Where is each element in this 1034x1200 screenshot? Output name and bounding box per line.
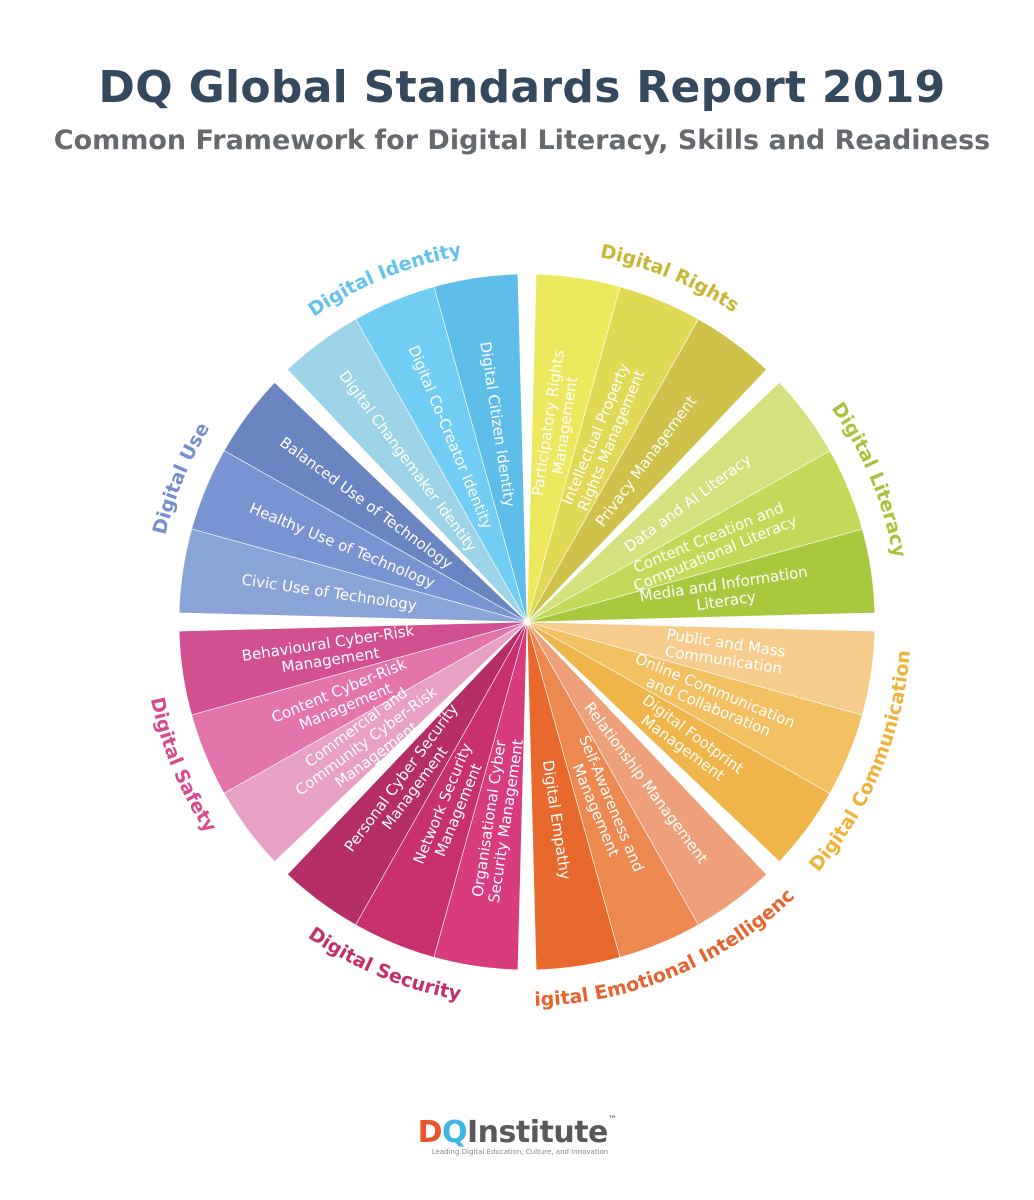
segment-commercial-and-community-cyber-risk-management — [223, 621, 528, 862]
segment-public-and-mass-communication — [526, 621, 876, 716]
logo-trademark: ™ — [607, 1115, 617, 1125]
logo-d: D — [417, 1115, 443, 1150]
page-title: DQ Global Standards Report 2019 — [98, 62, 946, 113]
segment-label: Participatory RightsManagement — [528, 349, 584, 500]
dq-institute-logo: DQInstitute™ Leading Digital Education, … — [0, 1115, 1034, 1156]
page-subtitle: Common Framework for Digital Literacy, S… — [53, 125, 991, 156]
area-digital-security: Personal Cyber SecurityManagementNetwork… — [287, 621, 528, 1005]
segment-civic-use-of-technology — [178, 528, 528, 623]
segment-data-and-ai-literacy — [526, 382, 831, 623]
segment-relationship-management — [526, 621, 767, 926]
segment-organisational-cyber-security-management — [433, 621, 528, 971]
segment-digital-changemaker-identity — [287, 318, 528, 623]
logo-institute: Institute — [467, 1115, 608, 1150]
logo-q: Q — [442, 1115, 468, 1150]
area-digital-safety: Behavioural Cyber-RiskManagementContent … — [146, 621, 528, 862]
logo-tagline: Leading Digital Education, Culture, and … — [431, 1148, 609, 1156]
segment-participatory-rights-management — [526, 273, 621, 623]
